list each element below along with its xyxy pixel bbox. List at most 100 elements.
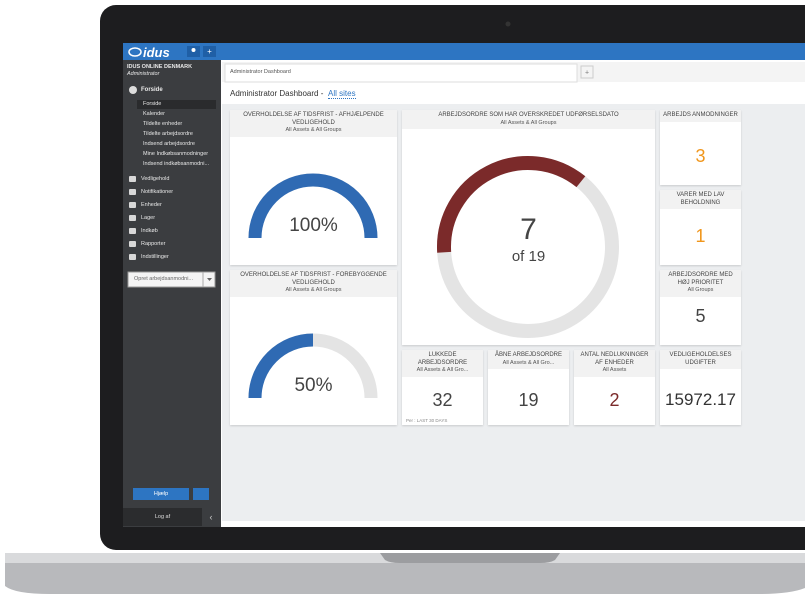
collapse-icon[interactable]: ‹ bbox=[210, 512, 213, 522]
tile-title: ÅBNE ARBEJDSORDRE bbox=[494, 352, 563, 358]
tile-header: ARBEJDS ANMODNINGER bbox=[660, 110, 741, 122]
feedback-button[interactable] bbox=[193, 488, 209, 500]
tab-text[interactable]: Administrator Dashboard bbox=[230, 69, 291, 75]
laptop-notch bbox=[380, 553, 560, 563]
tile-value: 15972.17 bbox=[665, 390, 736, 409]
submenu-item[interactable]: Kalender bbox=[143, 111, 166, 117]
menu-icon bbox=[129, 228, 136, 234]
tile-value: 5 bbox=[695, 306, 706, 326]
menu-item[interactable]: Indstillinger bbox=[141, 254, 169, 260]
dropdown-text[interactable]: Opret arbejdsanmodni... bbox=[134, 276, 194, 282]
tile: ÅBNE ARBEJDSORDRE All Assets & All Gro...… bbox=[488, 350, 569, 425]
submenu-item[interactable]: Indsend arbejdsordre bbox=[143, 141, 195, 147]
add-button[interactable] bbox=[203, 46, 216, 57]
tile-value: 2 bbox=[609, 390, 620, 410]
submenu-item[interactable]: Forside bbox=[143, 101, 162, 107]
header-title: Administrator Dashboard - bbox=[230, 89, 324, 98]
submenu-item[interactable]: Tildelte enheder bbox=[143, 121, 183, 127]
tile-subtitle: All Assets & All Groups bbox=[500, 119, 557, 126]
menu-item[interactable]: Lager bbox=[141, 215, 156, 221]
menu-item[interactable]: Rapporter bbox=[141, 241, 166, 247]
menu-item[interactable]: Enheder bbox=[141, 202, 162, 208]
tile: VEDLIGEHOLDELSES UDGIFTER 15972.17 bbox=[660, 350, 741, 425]
submenu-item[interactable]: Indsend indkøbsanmodni... bbox=[143, 161, 210, 167]
site-select[interactable]: All sites bbox=[328, 89, 356, 99]
submenu-item[interactable]: Mine Indkøbsanmodninger bbox=[143, 151, 209, 157]
submenu-item[interactable]: Tildelte arbejdsordre bbox=[143, 131, 193, 137]
tile-value: 3 bbox=[695, 146, 706, 166]
tab[interactable] bbox=[224, 63, 578, 83]
logo: idus bbox=[143, 45, 170, 60]
tile-title: ARBEJDSORDRE SOM HAR OVERSKREDET UDFØRSE… bbox=[438, 112, 619, 118]
tile-header: ARBEJDSORDRE MED HØJ PRIORITET All Groups bbox=[660, 270, 741, 297]
gauge bbox=[248, 173, 378, 239]
top-bar bbox=[123, 43, 805, 60]
donut-total-label: of 19 bbox=[511, 248, 546, 265]
tile-value: 1 bbox=[695, 226, 706, 246]
tile: ARBEJDSORDRE MED HØJ PRIORITET All Groups… bbox=[660, 270, 741, 345]
tile-header: ÅBNE ARBEJDSORDRE All Assets & All Gro... bbox=[488, 350, 569, 369]
tile-subtitle: All Assets & All Groups bbox=[285, 127, 342, 133]
tile-title: OVERHOLDELSE AF TIDSFRIST - AFHJÆLPENDE … bbox=[243, 112, 384, 126]
tile: ANTAL NEDLUKNINGER AF ENHEDER All Assets 2 bbox=[574, 350, 655, 425]
gauge-label: 50% bbox=[294, 375, 333, 396]
tile-title: OVERHOLDELSE AF TIDSFRIST - FOREBYGGENDE… bbox=[240, 272, 387, 286]
tile-value: 32 bbox=[432, 390, 453, 410]
tile-subtitle: All Assets & All Gro... bbox=[416, 367, 469, 373]
menu-icon bbox=[129, 215, 136, 221]
tile: OVERHOLDELSE AF TIDSFRIST - FOREBYGGENDE… bbox=[230, 270, 397, 425]
role: Administrator bbox=[127, 71, 160, 77]
logo-eye bbox=[128, 47, 142, 57]
menu-item[interactable]: Vedligehold bbox=[141, 176, 170, 182]
tile-subtitle: All Groups bbox=[687, 287, 714, 293]
menu-open[interactable]: Forside bbox=[141, 87, 163, 93]
menu-icon bbox=[129, 254, 136, 260]
tile-title: ARBEJDS ANMODNINGER bbox=[663, 112, 738, 118]
logout-text[interactable]: Log af bbox=[154, 514, 171, 520]
tile-header: VEDLIGEHOLDELSES UDGIFTER bbox=[660, 350, 741, 369]
menu-item[interactable]: Indkøb bbox=[141, 228, 158, 234]
donut-value bbox=[437, 156, 586, 253]
dropdown[interactable] bbox=[127, 271, 216, 288]
gauge bbox=[248, 333, 378, 399]
org: IDUS ONLINE DENMARK bbox=[127, 64, 193, 70]
tile-title: VARER MED LAV BEHOLDNING bbox=[676, 192, 725, 206]
tile-header: ARBEJDSORDRE SOM HAR OVERSKREDET UDFØRSE… bbox=[402, 110, 655, 129]
tile-header: VARER MED LAV BEHOLDNING bbox=[660, 190, 741, 209]
tile-title: VEDLIGEHOLDELSES UDGIFTER bbox=[669, 352, 732, 366]
camera bbox=[505, 21, 511, 27]
tile: VARER MED LAV BEHOLDNING 1 bbox=[660, 190, 741, 265]
add-icon: + bbox=[207, 47, 212, 56]
tile-header: ANTAL NEDLUKNINGER AF ENHEDER All Assets bbox=[574, 350, 655, 377]
menu-icon bbox=[129, 241, 136, 247]
tile: ARBEJDS ANMODNINGER 3 bbox=[660, 110, 741, 185]
tile-subtitle: All Assets & All Gro... bbox=[502, 359, 555, 366]
tile: ARBEJDSORDRE SOM HAR OVERSKREDET UDFØRSE… bbox=[402, 110, 655, 345]
menu-item[interactable]: Notifikationer bbox=[141, 189, 174, 195]
tile-title: LUKKEDE ARBEJDSORDRE bbox=[417, 352, 468, 366]
laptop-base bbox=[5, 553, 805, 594]
tile-header: LUKKEDE ARBEJDSORDRE All Assets & All Gro… bbox=[402, 350, 483, 377]
gauge-value bbox=[248, 333, 314, 399]
tile-header: OVERHOLDELSE AF TIDSFRIST - AFHJÆLPENDE … bbox=[230, 110, 397, 137]
add-tab-icon: + bbox=[585, 70, 589, 77]
help-text[interactable]: Hjælp bbox=[153, 491, 169, 497]
tile-subtitle: All Assets bbox=[602, 367, 627, 373]
gauge-label: 100% bbox=[289, 215, 338, 236]
active-item-bg bbox=[137, 100, 216, 109]
sidebar-bg bbox=[123, 60, 221, 527]
tile-footer: Per : LAST 30 DAYS bbox=[406, 418, 448, 423]
donut bbox=[437, 156, 619, 338]
help-button[interactable] bbox=[133, 488, 189, 500]
gauge-value bbox=[248, 173, 378, 239]
menu-icon bbox=[129, 202, 136, 208]
tile-value: 19 bbox=[518, 390, 539, 410]
add-tab[interactable] bbox=[580, 65, 594, 79]
menu-icon bbox=[129, 86, 137, 94]
logout-button[interactable] bbox=[123, 508, 202, 526]
tile-title: ANTAL NEDLUKNINGER AF ENHEDER bbox=[580, 352, 649, 366]
menu-icon bbox=[129, 189, 136, 195]
tile-subtitle: All Assets & All Groups bbox=[285, 287, 342, 293]
tile-title: ARBEJDSORDRE MED HØJ PRIORITET bbox=[668, 272, 733, 286]
